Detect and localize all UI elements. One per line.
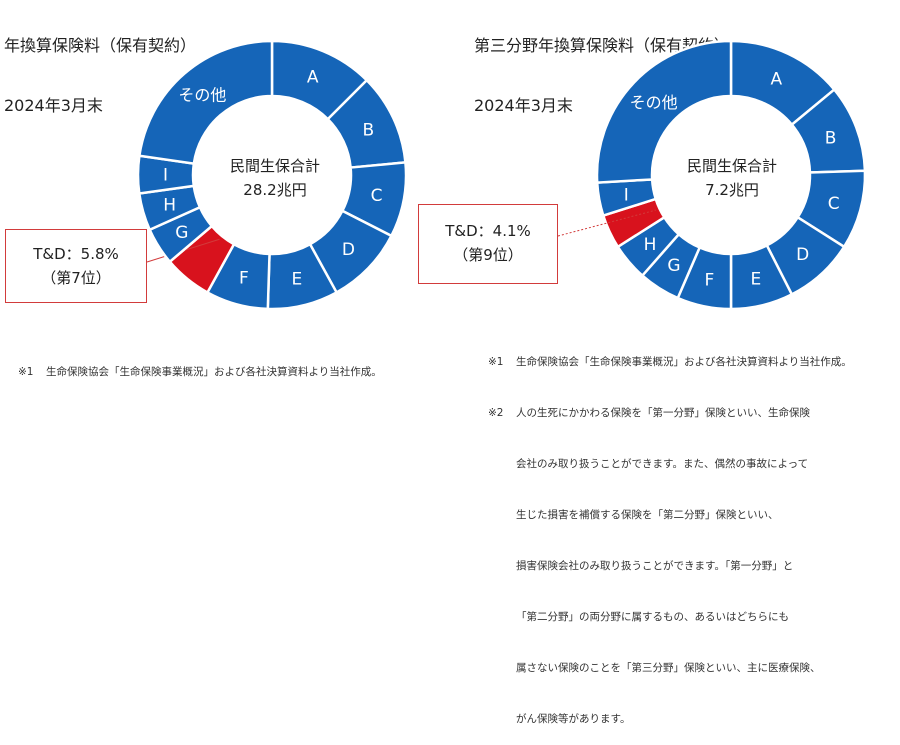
left-slice-label-g: G xyxy=(175,223,188,243)
left-slice-label-h: H xyxy=(163,195,176,215)
left-chart-title: 年換算保険料（保有契約） 2024年3月末 xyxy=(4,0,196,136)
right-footnote-row: 損害保険会社のみ取り扱うことができます。「第一分野」と xyxy=(516,560,794,572)
right-footnote-row: がん保険等があります。 xyxy=(516,713,631,725)
left-footnote: ※1 生命保険協会「生命保険事業概況」および各社決算資料より当社作成。 xyxy=(18,330,382,398)
right-footnote-row: 「第二分野」の両分野に属するもの、あるいはどちらにも xyxy=(516,611,789,623)
right-footnote-row: 会社のみ取り扱うことができます。また、偶然の事故によって xyxy=(516,458,809,470)
left-td-callout: T&D：5.8% （第7位） xyxy=(5,229,147,303)
right-slice-label-h: H xyxy=(644,235,657,255)
right-footnote-row: ※2 人の生死にかかわる保険を「第一分野」保険といい、生命保険 xyxy=(488,407,810,419)
left-slice-label-f: F xyxy=(239,269,249,289)
right-title-line2: 2024年3月末 xyxy=(474,96,573,115)
right-chart-title: 第三分野年換算保険料（保有契約） 2024年3月末 xyxy=(474,0,730,136)
left-center-line2: 28.2兆円 xyxy=(243,181,307,199)
left-slice-other xyxy=(137,39,274,166)
right-slice-label-e: E xyxy=(750,270,761,290)
right-slice-other xyxy=(595,39,733,184)
right-slice-label-f: F xyxy=(705,270,715,290)
right-slice-label-d: D xyxy=(796,245,809,265)
left-callout-line1: T&D：5.8% xyxy=(33,245,119,263)
right-footnote-row: 生じた損害を補償する保険を「第二分野」保険といい、 xyxy=(516,509,779,521)
left-center-line1: 民間生保合計 xyxy=(229,157,320,175)
right-donut-chart: A B C D E F GH I その他 xyxy=(557,39,867,311)
right-slice-label-i: I xyxy=(624,185,629,205)
left-footnote-text: 生命保険協会「生命保険事業概況」および各社決算資料より当社作成。 xyxy=(46,366,382,378)
left-slice-label-c: C xyxy=(371,186,383,206)
right-footnotes: ※1 生命保険協会「生命保険事業概況」および各社決算資料より当社作成。 ※2 人… xyxy=(488,320,852,745)
left-callout-line2: （第7位） xyxy=(41,269,111,287)
right-callout-leader-line xyxy=(557,209,656,237)
right-slice-label-a: A xyxy=(771,70,783,90)
right-footnote-row: 属さない保険のことを「第三分野」保険といい、主に医療保険、 xyxy=(516,662,821,674)
right-center-label: 民間生保合計 7.2兆円 xyxy=(662,154,802,202)
left-footnote-mark: ※1 xyxy=(18,366,34,378)
right-footnote-row: ※1 生命保険協会「生命保険事業概況」および各社決算資料より当社作成。 xyxy=(488,356,852,368)
right-center-line1: 民間生保合計 xyxy=(686,157,777,175)
left-slice-label-other: その他 xyxy=(178,85,226,104)
left-slice-label-b: B xyxy=(363,121,375,141)
right-callout-line2: （第9位） xyxy=(453,246,523,264)
left-slice-label-a: A xyxy=(307,68,319,88)
right-center-line2: 7.2兆円 xyxy=(705,181,759,199)
right-slice-label-b: B xyxy=(825,128,837,148)
right-slice-label-other: その他 xyxy=(630,93,678,112)
left-slice-label-e: E xyxy=(291,270,302,290)
right-title-line1: 第三分野年換算保険料（保有契約） xyxy=(474,36,731,55)
left-slice-label-i: I xyxy=(163,166,168,186)
left-title-line1: 年換算保険料（保有契約） xyxy=(4,36,197,55)
right-slice-label-c: C xyxy=(828,194,840,214)
left-donut-chart: A B C D E F GHI その他 xyxy=(136,39,408,311)
right-slice-label-g: G xyxy=(667,256,680,276)
left-slice-label-d: D xyxy=(342,240,355,260)
right-callout-line1: T&D：4.1% xyxy=(445,222,531,240)
left-center-label: 民間生保合計 28.2兆円 xyxy=(205,154,345,202)
right-td-callout: T&D：4.1% （第9位） xyxy=(418,204,558,284)
left-title-line2: 2024年3月末 xyxy=(4,96,103,115)
